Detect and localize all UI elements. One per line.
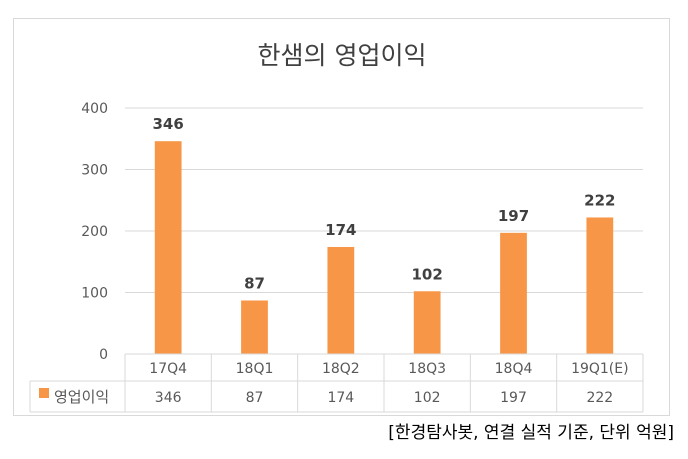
- chart-title: 한샘의 영업이익: [258, 41, 427, 70]
- table-value: 87: [246, 390, 264, 406]
- gridlines: [125, 107, 643, 293]
- source-note: [한경탐사봇, 연결 실적 기준, 단위 억원]: [388, 423, 674, 443]
- data-label: 222: [584, 191, 615, 209]
- legend-swatch: [39, 388, 49, 398]
- bar: [500, 232, 527, 354]
- data-label: 174: [325, 221, 356, 239]
- x-category-label: 19Q1(E): [571, 361, 629, 377]
- y-tick-label: 200: [81, 224, 108, 240]
- table-value: 102: [414, 390, 441, 406]
- data-label: 197: [498, 207, 529, 225]
- bar: [241, 300, 268, 354]
- data-label: 87: [244, 274, 265, 292]
- bars: [154, 141, 614, 354]
- bar: [586, 217, 614, 354]
- table-value: 222: [586, 390, 613, 406]
- data-label: 346: [153, 115, 184, 133]
- table-value: 197: [500, 390, 527, 406]
- x-category-label: 18Q2: [322, 361, 360, 377]
- y-axis-ticks: 0 100 200 300 400: [81, 101, 108, 363]
- x-category-label: 18Q1: [236, 361, 274, 377]
- data-label: 102: [412, 265, 443, 283]
- bar: [327, 246, 355, 354]
- y-tick-label: 300: [81, 163, 108, 179]
- legend-series-name: 영업이익: [54, 388, 109, 406]
- table-value: 174: [327, 390, 354, 406]
- data-table: 17Q4 346 18Q1 87 18Q2 174 18Q3 102 18Q4 197 19Q1(E…: [29, 353, 644, 413]
- y-tick-label: 400: [81, 101, 108, 117]
- y-tick-label: 100: [81, 286, 108, 302]
- y-tick-label: 0: [99, 347, 108, 363]
- bar: [154, 141, 182, 354]
- table-value: 346: [155, 390, 182, 406]
- x-category-label: 17Q4: [149, 361, 187, 377]
- x-category-label: 18Q3: [408, 361, 446, 377]
- data-labels: 346 87 174 102 197 222: [153, 115, 616, 292]
- bar: [413, 291, 441, 354]
- x-category-label: 18Q4: [495, 361, 533, 377]
